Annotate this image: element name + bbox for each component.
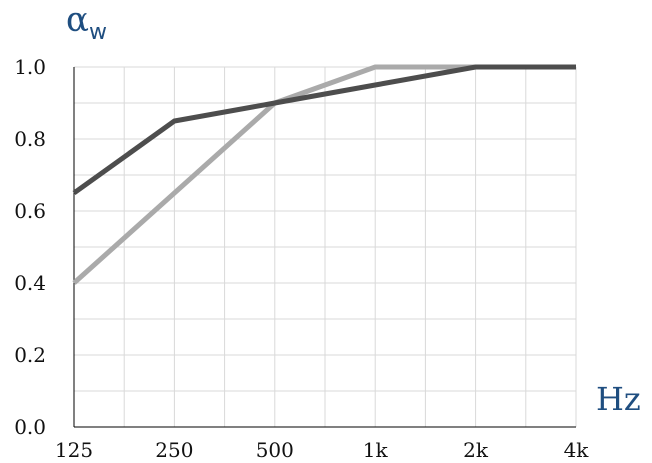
axes xyxy=(73,67,576,428)
series-layer xyxy=(72,64,576,285)
x-tick-label: 4k xyxy=(564,438,590,462)
y-tick-label: 0.6 xyxy=(14,199,46,223)
y-tick-label: 0.4 xyxy=(14,271,46,295)
y-axis-title-subscript: w xyxy=(89,20,107,45)
y-axis-title: αw xyxy=(66,0,107,45)
grid xyxy=(74,66,577,427)
x-tick-label: 2k xyxy=(463,438,489,462)
y-tick-label: 0.0 xyxy=(14,415,46,439)
y-axis-title-symbol: α xyxy=(66,0,89,40)
y-tick-label: 1.0 xyxy=(14,55,46,79)
x-tick-label: 125 xyxy=(55,438,93,462)
x-tick-label: 500 xyxy=(256,438,294,462)
y-tick-label: 0.2 xyxy=(14,343,46,367)
tick-labels: 125 250 500 1k 2k 4k 0.0 0.2 0.4 0.6 0.8 1.0 xyxy=(14,55,589,462)
x-tick-label: 250 xyxy=(155,438,193,462)
y-tick-label: 0.8 xyxy=(14,127,46,151)
x-axis-title: Hz xyxy=(596,380,641,418)
x-tick-label: 1k xyxy=(363,438,389,462)
series-line-2 xyxy=(72,64,576,196)
